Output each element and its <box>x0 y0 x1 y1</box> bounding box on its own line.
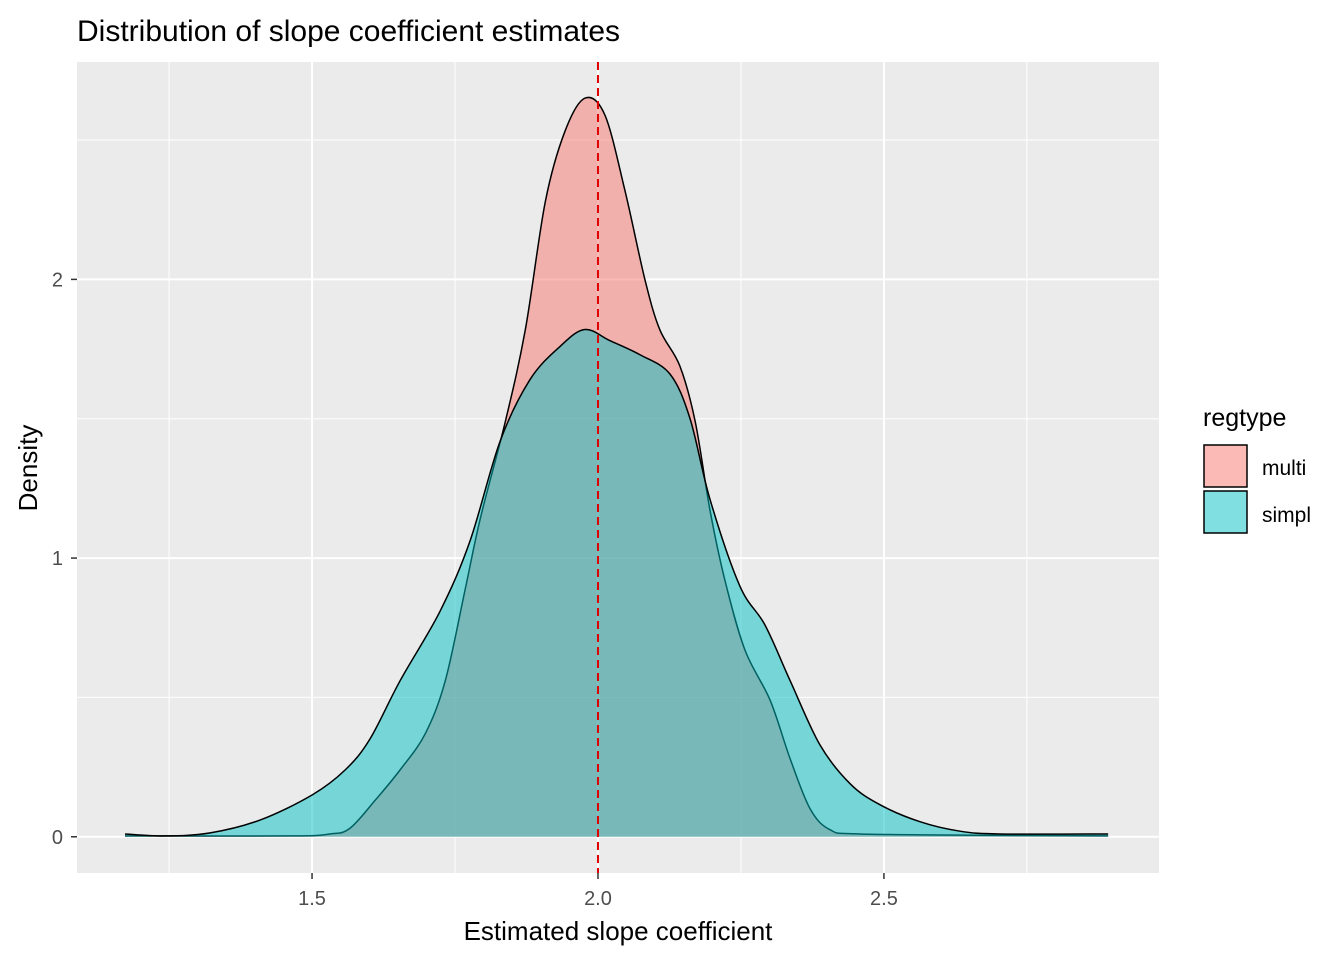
chart-title: Distribution of slope coefficient estima… <box>77 15 620 48</box>
density-areas <box>125 96 1109 837</box>
legend-label-multi: multi <box>1262 457 1306 480</box>
x-tick-label: 1.5 <box>298 888 326 910</box>
y-tick-label: 1 <box>52 548 63 570</box>
legend: regtype multi simpl <box>1203 404 1311 534</box>
y-tick-label: 2 <box>52 269 63 291</box>
legend-key-simpl <box>1203 490 1248 534</box>
legend-label-simpl: simpl <box>1262 504 1311 527</box>
x-tick-label: 2.0 <box>584 888 612 910</box>
y-axis: 0 1 2 <box>52 269 77 849</box>
density-area-simpl <box>125 329 1109 837</box>
density-line-simpl <box>125 328 1109 837</box>
x-axis: 1.5 2.0 2.5 <box>298 873 898 910</box>
y-tick-label: 0 <box>52 827 63 849</box>
y-axis-label: Density <box>13 425 43 512</box>
legend-key-multi <box>1203 444 1248 488</box>
x-tick-label: 2.5 <box>870 888 898 910</box>
x-axis-label: Estimated slope coefficient <box>464 916 774 946</box>
legend-title: regtype <box>1203 404 1286 432</box>
